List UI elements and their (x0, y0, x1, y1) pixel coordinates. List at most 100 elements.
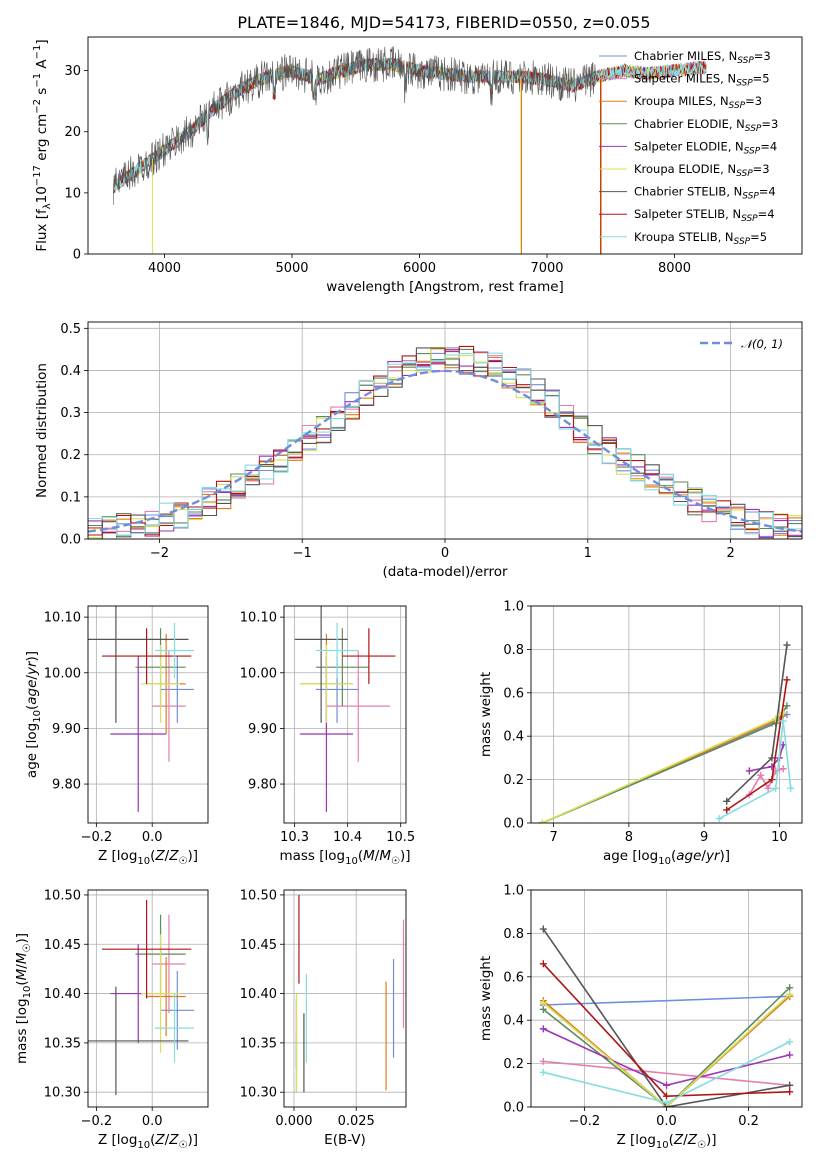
weight-marker-chabrier-stelib (783, 641, 791, 649)
weight-marker-kroupa-stelib (786, 1038, 794, 1046)
x-tick-label: 7000 (530, 261, 563, 276)
weight-vs-age-ylabel: mass weight (478, 672, 494, 757)
label-part: / (375, 848, 380, 864)
label-part: erg cm (34, 114, 50, 165)
age-vs-mass-xlabel: mass [log10(M/M☉)] (279, 848, 410, 867)
x-tick-label: 10.5 (386, 830, 415, 845)
label-part: Chabrier MILES, N (634, 49, 737, 63)
y-tick-label: 9.90 (248, 722, 277, 737)
label-part: Normed distribution (34, 363, 50, 498)
weight-marker-chabrier-elodie (783, 702, 791, 710)
weight-marker-kroupa-stelib (787, 784, 795, 792)
label-part: mass [log (14, 998, 30, 1064)
mass-vs-ebv-frame (283, 889, 407, 1108)
y-tick-label: 0.6 (503, 970, 524, 985)
legend-label-salpeter-miles: Salpeter MILES, NSSP=5 (634, 72, 770, 89)
weight-marker-chabrier-elodie (786, 984, 794, 992)
y-tick-label: 0.6 (503, 686, 524, 701)
weight-marker-chabrier-stelib (768, 754, 776, 762)
residual-histogram-frame (87, 321, 803, 540)
label-part: Z (673, 1132, 684, 1148)
weight-marker-kroupa-elodie (538, 819, 546, 823)
label-part: Z (154, 848, 165, 864)
y-tick-label: 30 (64, 64, 81, 79)
histogram-xlabel: (data-model)/error (382, 564, 508, 580)
label-part: )] (400, 848, 411, 864)
mass-vs-ebv-xlabel: E(B-V) (324, 1132, 366, 1148)
weight-marker-salpeter-elodie (663, 1081, 670, 1089)
x-tick-label: 8 (625, 830, 633, 845)
spectrum-lines (113, 46, 707, 254)
x-tick-label: 10.3 (280, 830, 309, 845)
label-part: Z [log (617, 1132, 656, 1148)
histogram-kroupa-stelib (88, 352, 802, 536)
legend-label-salpeter-elodie: Salpeter ELODIE, NSSP=4 (634, 139, 777, 156)
y-tick-label: 0.3 (60, 406, 81, 421)
mass-vs-z-ylabel: mass [log10(M/M☉)] (14, 933, 33, 1064)
y-tick-label: 0 (73, 248, 81, 263)
weight-marker-kroupa-elodie (772, 715, 780, 723)
label-part: Z (154, 1132, 165, 1148)
x-tick-label: 10 (771, 830, 788, 845)
spectrum-kroupa-stelib (113, 56, 707, 192)
label-part: =4 (760, 139, 777, 153)
mass-vs-ebv-errorbars (295, 894, 405, 1093)
weight-vs-z-frame (530, 889, 803, 1108)
label-part: −2 (32, 99, 43, 114)
weight-marker-salpeter-miles (764, 784, 772, 792)
weight-marker-salpeter-miles (539, 1057, 547, 1065)
normal-curve (88, 369, 802, 533)
label-part: SSP (745, 124, 762, 134)
x-tick-label: 0.2 (738, 1114, 759, 1129)
legend-label-kroupa-elodie: Kroupa ELODIE, NSSP=3 (634, 162, 770, 179)
y-tick-label: 9.90 (52, 722, 81, 737)
y-tick-label: 0.4 (60, 364, 81, 379)
label-part: age (24, 680, 40, 705)
legend-label-kroupa-miles: Kroupa MILES, NSSP=3 (634, 94, 762, 111)
x-tick-label: −0.2 (81, 1114, 113, 1129)
mass-vs-z-frame (87, 889, 209, 1108)
weight-marker-chabrier-stelib (723, 797, 731, 805)
y-tick-label: 0.0 (503, 817, 524, 832)
label-part: ( (24, 705, 40, 710)
y-tick-label: 9.80 (52, 778, 81, 793)
label-part: s (34, 88, 50, 99)
weight-marker-kroupa-stelib (539, 1068, 547, 1076)
label-part: 10 (22, 986, 33, 999)
weight-line-salpeter-stelib (726, 679, 788, 811)
label-part: Z (687, 1132, 698, 1148)
label-part: =3 (745, 94, 762, 108)
weight-line-kroupa-miles (542, 995, 791, 1107)
mass-vs-z-errorbars (88, 899, 195, 1096)
label-part: =3 (754, 49, 771, 63)
legend-label-chabrier-stelib: Chabrier STELIB, NSSP=4 (634, 185, 776, 202)
label-part: ( (358, 848, 363, 864)
x-tick-label: 0.000 (275, 1114, 312, 1129)
x-tick-label: 4000 (148, 261, 181, 276)
label-part: ☉ (178, 1140, 187, 1151)
label-part: −1 (32, 73, 43, 88)
y-tick-label: 0.8 (503, 643, 524, 658)
weight-vs-age-axes: 7 8 9 10 0.0 0.2 0.4 0.6 0.8 1.0 (503, 600, 802, 845)
y-tick-label: 9.80 (248, 778, 277, 793)
weight-marker-chabrier-stelib (786, 1081, 794, 1089)
age-vs-mass-errorbars (294, 606, 396, 812)
y-tick-label: 10.35 (240, 1036, 277, 1051)
y-tick-label: 10.50 (44, 888, 81, 903)
label-part: Z (168, 848, 179, 864)
weight-marker-salpeter-stelib (663, 1092, 670, 1100)
x-tick-label: 7 (549, 830, 557, 845)
label-part: / (165, 848, 170, 864)
x-tick-label: −1 (293, 546, 312, 561)
label-part: 10 (32, 710, 43, 723)
x-tick-label: 0.0 (656, 1114, 677, 1129)
y-tick-label: 10 (64, 186, 81, 201)
x-tick-label: −2 (150, 546, 169, 561)
age-vs-mass-axes: 10.3 10.4 10.5 9.80 9.90 10.00 10.10 (240, 606, 415, 845)
weight-marker-kroupa-stelib (772, 784, 780, 792)
legend-label-chabrier-miles: Chabrier MILES, NSSP=3 (634, 49, 771, 66)
weight-line-kroupa-stelib (718, 720, 792, 820)
label-part: age [log (603, 848, 658, 864)
label-part: =4 (758, 207, 775, 221)
label-part: Chabrier ELODIE, N (634, 117, 745, 131)
